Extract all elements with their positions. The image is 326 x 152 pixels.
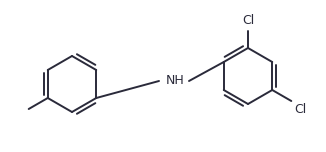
Text: Cl: Cl <box>294 103 306 116</box>
Text: Cl: Cl <box>242 14 254 27</box>
Text: NH: NH <box>166 74 185 86</box>
